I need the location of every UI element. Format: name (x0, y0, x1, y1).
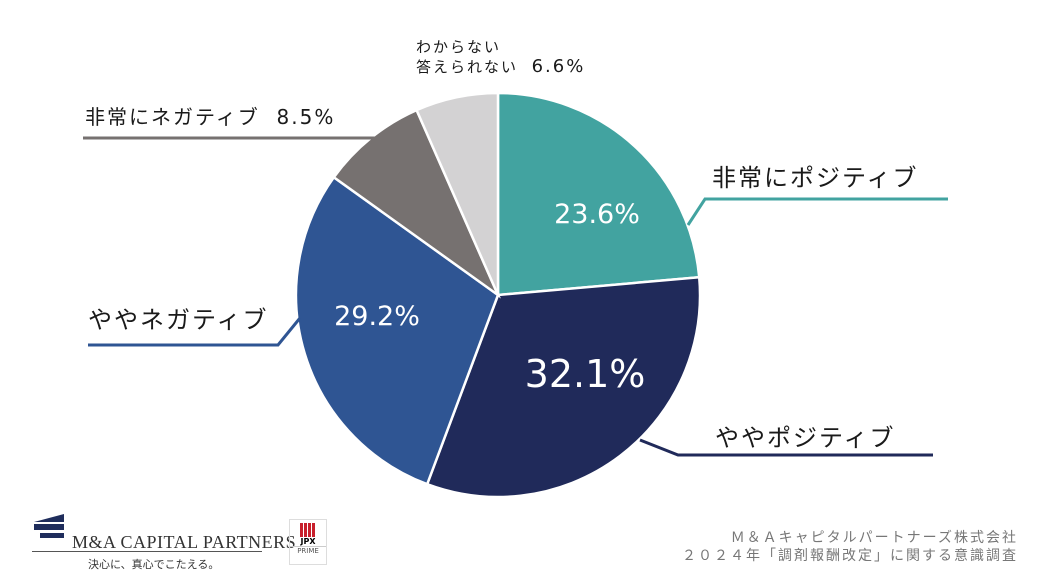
pie-slice-very-positive (496, 91, 701, 297)
label-very-negative: 非常にネガティブ 8.5% (85, 101, 335, 130)
jpx-prime-logo: JPX PRIME (289, 519, 327, 565)
data-label-somewhat-positive: 32.1% (525, 352, 646, 396)
label-unknown: わからない 答えられない 6.6% (416, 37, 585, 77)
source-line1: Ｍ＆Ａキャピタルパートナーズ株式会社 (730, 530, 1018, 546)
label-unknown-line1: わからない (416, 38, 502, 56)
source-note: Ｍ＆Ａキャピタルパートナーズ株式会社 ２０２４年「調剤報酬改定」に関する意識調査 (682, 529, 1018, 565)
label-unknown-line2: 答えられない (416, 58, 519, 76)
jpx-mark-icon (300, 523, 316, 537)
label-somewhat-positive: ややポジティブ (715, 424, 896, 452)
source-line2: ２０２４年「調剤報酬改定」に関する意識調査 (682, 548, 1018, 564)
pie-slice-somewhat-negative (294, 175, 500, 486)
leader-line-somewhat-positive (639, 438, 933, 457)
logo-tagline: 決心に、真心でこたえる。 (88, 558, 220, 571)
jpx-market: PRIME (290, 546, 326, 555)
pie-slice-somewhat-positive (425, 275, 702, 499)
logo-divider (32, 551, 262, 552)
label-very-positive: 非常にポジティブ (712, 164, 919, 192)
logo-name: M&A CAPITAL PARTNERS (72, 532, 297, 552)
data-label-very-positive: 23.6% (554, 199, 640, 230)
leader-line-very-positive (686, 197, 948, 226)
pie-slice-unknown (414, 91, 500, 296)
label-very-negative-value: 8.5% (276, 105, 336, 129)
label-unknown-value: 6.6% (531, 56, 586, 77)
label-somewhat-negative: ややネガティブ (88, 306, 269, 334)
label-very-negative-text: 非常にネガティブ (85, 105, 260, 129)
jpx-name: JPX (300, 537, 316, 546)
leader-line-somewhat-negative (88, 317, 302, 347)
data-label-somewhat-negative: 29.2% (334, 301, 420, 332)
mac-logo-icon (34, 514, 64, 538)
